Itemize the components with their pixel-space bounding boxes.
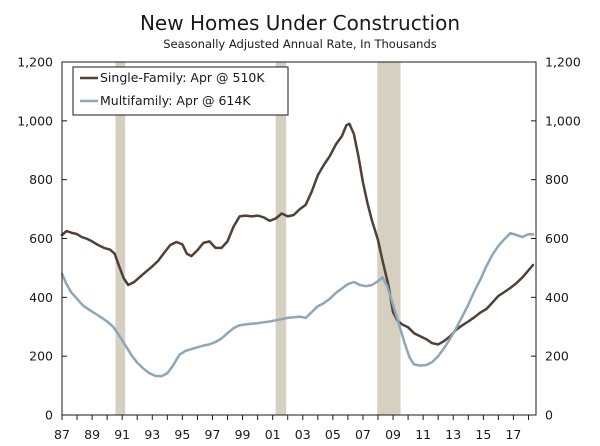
- x-tick-label-15: 17: [505, 427, 521, 442]
- x-tick-label-10: 07: [355, 427, 371, 442]
- series-lines: [60, 122, 535, 378]
- x-axis: 87 89 91 93 95 97 99 01 03 05 07 09 11 13 15 17: [54, 415, 529, 442]
- y-tick-label-right-6: 1,200: [545, 55, 581, 70]
- recession-band-2: [377, 62, 401, 415]
- y-tick-label-left-3: 600: [29, 231, 53, 246]
- chart-subtitle: Seasonally Adjusted Annual Rate, In Thou…: [163, 37, 437, 51]
- y-axis-left: 0 200 400 600 800 1,000 1,200: [17, 55, 67, 423]
- x-tick-label-8: 03: [295, 427, 311, 442]
- x-tick-label-0: 87: [54, 427, 70, 442]
- x-tick-label-2: 91: [114, 427, 130, 442]
- x-tick-label-11: 09: [385, 427, 401, 442]
- x-tick-label-13: 13: [445, 427, 461, 442]
- y-tick-label-left-4: 800: [29, 172, 53, 187]
- y-tick-label-right-5: 1,000: [545, 113, 581, 128]
- y-tick-label-right-1: 200: [545, 349, 569, 364]
- x-tick-label-6: 99: [235, 427, 251, 442]
- y-tick-label-left-6: 1,200: [17, 55, 53, 70]
- chart-title: New Homes Under Construction: [140, 11, 460, 35]
- legend-label-single-family: Single-Family: Apr @ 510K: [100, 70, 265, 85]
- y-tick-label-left-1: 200: [29, 349, 53, 364]
- y-axis-right: 0 200 400 600 800 1,000 1,200: [531, 55, 581, 423]
- legend: Single-Family: Apr @ 510K Multifamily: A…: [72, 66, 289, 116]
- y-tick-label-right-0: 0: [545, 408, 553, 423]
- series-line-0: [60, 122, 535, 346]
- y-tick-label-right-2: 400: [545, 290, 569, 305]
- x-tick-label-14: 15: [475, 427, 491, 442]
- x-tick-label-12: 11: [415, 427, 431, 442]
- x-tick-label-3: 93: [144, 427, 160, 442]
- recession-band-0: [115, 62, 126, 415]
- y-tick-label-left-2: 400: [29, 290, 53, 305]
- y-tick-label-left-0: 0: [45, 408, 53, 423]
- series-line-1: [60, 231, 535, 378]
- y-tick-label-right-4: 800: [545, 172, 569, 187]
- legend-label-multifamily: Multifamily: Apr @ 614K: [100, 93, 251, 108]
- legend-box: [72, 66, 289, 116]
- recession-bands: [115, 62, 401, 415]
- y-tick-label-left-5: 1,000: [17, 113, 53, 128]
- y-tick-label-right-3: 600: [545, 231, 569, 246]
- x-tick-label-4: 95: [174, 427, 190, 442]
- x-tick-label-7: 01: [265, 427, 281, 442]
- recession-band-1: [275, 62, 287, 415]
- x-tick-label-9: 05: [325, 427, 341, 442]
- x-tick-label-1: 89: [84, 427, 100, 442]
- x-tick-label-5: 97: [205, 427, 221, 442]
